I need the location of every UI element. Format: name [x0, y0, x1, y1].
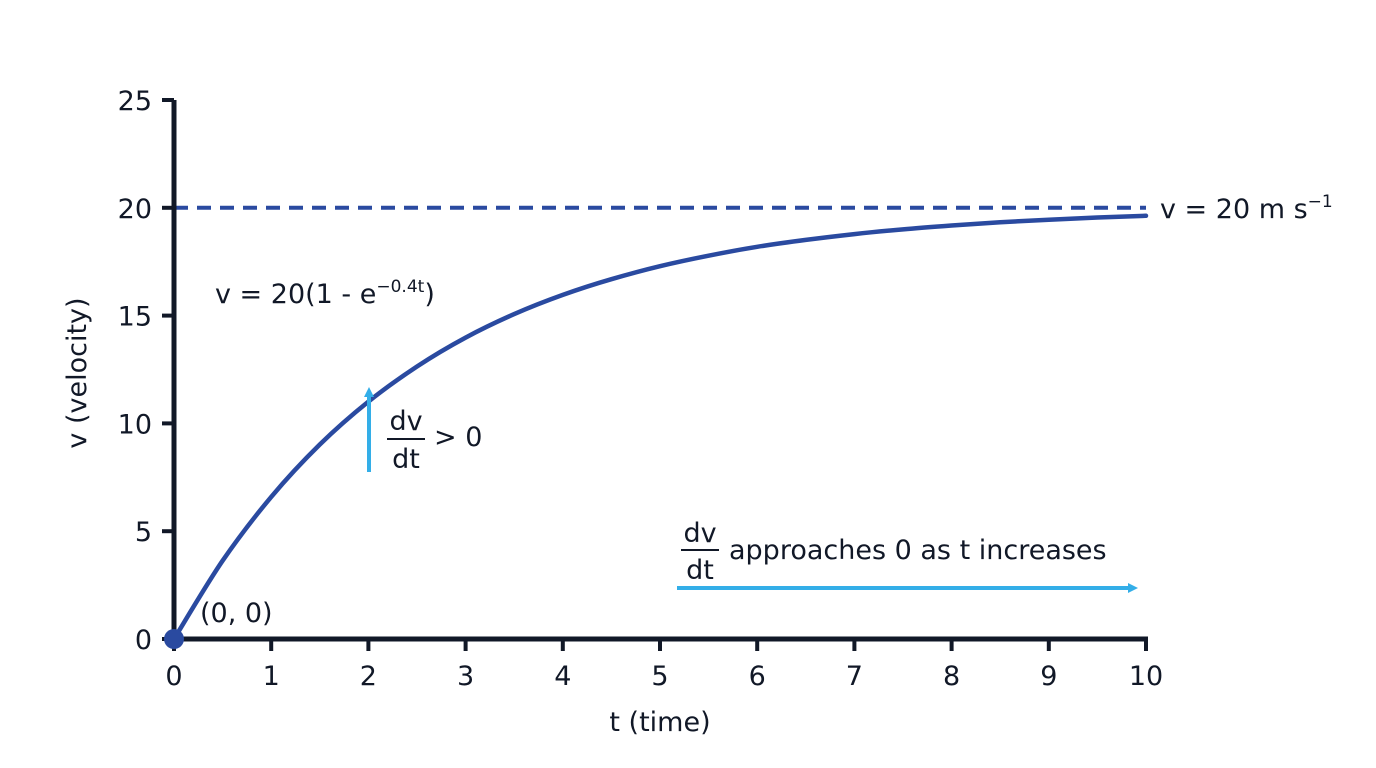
- x-tick-label: 3: [457, 661, 474, 692]
- y-tick-label: 5: [135, 517, 152, 548]
- asymptote-label: v = 20 m s−1: [1160, 192, 1333, 225]
- x-tick-label: 4: [554, 661, 571, 692]
- curve-equation-close: ): [424, 279, 435, 310]
- y-tick-label: 20: [118, 194, 152, 225]
- slope-approach-numerator: dv: [683, 518, 716, 549]
- curve-equation-sup: −0.4t: [376, 277, 424, 297]
- velocity-curve: [171, 213, 1149, 642]
- x-tick-label: 0: [165, 661, 182, 692]
- x-tick-label: 7: [846, 661, 863, 692]
- x-tick-label: 5: [651, 661, 668, 692]
- x-tick-label: 6: [749, 661, 766, 692]
- slope-positive-numerator: dv: [389, 406, 422, 437]
- slope-positive-text: > 0: [434, 422, 482, 453]
- y-tick-label: 0: [135, 625, 152, 656]
- x-tick-label: 10: [1129, 661, 1163, 692]
- x-tick-label: 1: [263, 661, 280, 692]
- asymptote-label-sup: −1: [1308, 192, 1333, 212]
- slope-positive-denominator: dt: [392, 444, 420, 475]
- y-ticks: 0 5 10 15 20 25: [118, 86, 174, 656]
- x-ticks: 0 1 2 3 4 5 6 7 8 9 10: [165, 639, 1163, 692]
- curve-equation-label: v = 20(1 - e−0.4t): [215, 277, 435, 310]
- origin-point: [164, 629, 184, 649]
- x-axis-label: t (time): [609, 707, 710, 738]
- asymptote-label-main: v = 20 m s: [1160, 194, 1308, 225]
- slope-approach-denominator: dt: [686, 555, 714, 586]
- origin-point-label: (0, 0): [200, 598, 273, 629]
- x-tick-label: 9: [1040, 661, 1057, 692]
- slope-approach-annotation: dv dt approaches 0 as t increases: [681, 518, 1107, 586]
- y-axis-label: v (velocity): [62, 297, 93, 448]
- slope-approach-text: approaches 0 as t increases: [729, 535, 1107, 566]
- curve-equation-main: v = 20(1 - e: [215, 279, 376, 310]
- y-tick-label: 10: [118, 409, 152, 440]
- x-tick-label: 2: [360, 661, 377, 692]
- slope-positive-annotation: dv dt > 0: [387, 406, 482, 475]
- y-tick-label: 25: [118, 86, 152, 117]
- x-tick-label: 8: [943, 661, 960, 692]
- y-tick-label: 15: [118, 302, 152, 333]
